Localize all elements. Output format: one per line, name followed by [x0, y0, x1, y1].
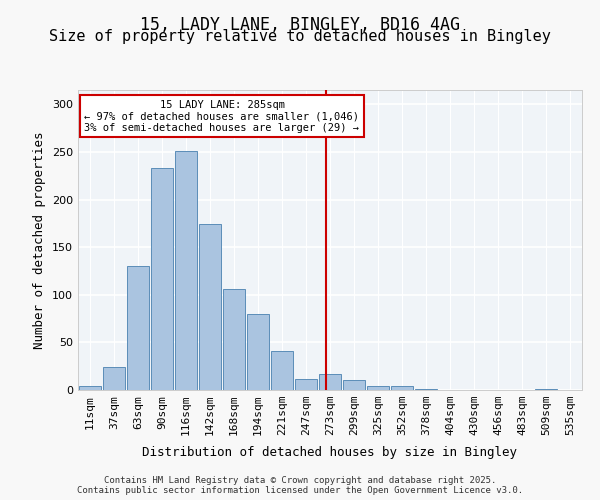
Bar	[175, 151, 197, 390]
Text: Size of property relative to detached houses in Bingley: Size of property relative to detached ho…	[49, 29, 551, 44]
Bar	[415, 389, 437, 390]
Bar	[247, 314, 269, 390]
Bar	[535, 389, 557, 390]
Bar	[367, 386, 389, 390]
Bar	[271, 351, 293, 390]
Bar	[319, 374, 341, 390]
X-axis label: Distribution of detached houses by size in Bingley: Distribution of detached houses by size …	[143, 446, 517, 460]
Text: Contains HM Land Registry data © Crown copyright and database right 2025.
Contai: Contains HM Land Registry data © Crown c…	[77, 476, 523, 495]
Bar	[127, 266, 149, 390]
Bar	[343, 380, 365, 390]
Y-axis label: Number of detached properties: Number of detached properties	[34, 131, 46, 349]
Text: 15, LADY LANE, BINGLEY, BD16 4AG: 15, LADY LANE, BINGLEY, BD16 4AG	[140, 16, 460, 34]
Bar	[199, 224, 221, 390]
Bar	[103, 367, 125, 390]
Bar	[79, 386, 101, 390]
Bar	[295, 378, 317, 390]
Text: 15 LADY LANE: 285sqm
← 97% of detached houses are smaller (1,046)
3% of semi-det: 15 LADY LANE: 285sqm ← 97% of detached h…	[85, 100, 359, 132]
Bar	[391, 386, 413, 390]
Bar	[151, 168, 173, 390]
Bar	[223, 289, 245, 390]
